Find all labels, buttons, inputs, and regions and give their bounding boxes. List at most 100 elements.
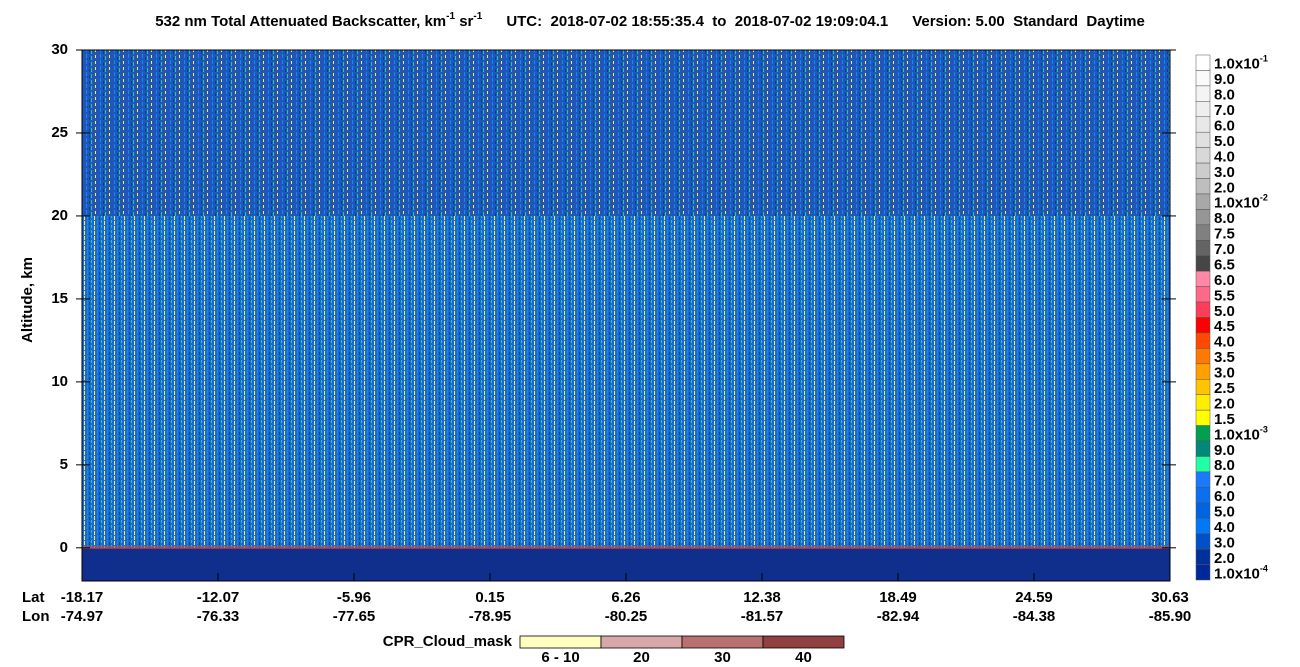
colorbar-label-text: 5.0 xyxy=(1214,133,1235,150)
colorbar-label-text: 9.0 xyxy=(1214,442,1235,459)
colorbar-label: 6.5 xyxy=(1214,256,1235,273)
cpr-legend-title: CPR_Cloud_mask xyxy=(383,633,513,650)
colorbar-label: 4.0 xyxy=(1214,334,1235,351)
colorbar-cell xyxy=(1195,209,1211,226)
colorbar-label: 1.0x10-1 xyxy=(1214,54,1268,73)
lat-tick-label: 6.26 xyxy=(611,589,640,606)
colorbar-cell xyxy=(1195,147,1211,164)
colorbar-label-text: 8.0 xyxy=(1214,457,1235,474)
chart-title: 532 nm Total Attenuated Backscatter, km-… xyxy=(155,11,1145,30)
colorbar-label-text: 2.0 xyxy=(1214,550,1235,567)
colorbar-label: 7.5 xyxy=(1214,226,1235,243)
colorbar-label-text: 4.5 xyxy=(1214,318,1235,335)
colorbar-cell xyxy=(1195,471,1211,488)
lon-tick-label: -84.38 xyxy=(1013,608,1056,625)
colorbar-label: 1.5 xyxy=(1214,411,1235,428)
colorbar-label: 3.0 xyxy=(1214,164,1235,181)
colorbar-cell xyxy=(1195,131,1211,148)
lat-tick-label: -12.07 xyxy=(197,589,240,606)
colorbar-label: 2.0 xyxy=(1214,179,1235,196)
y-tick-label: 20 xyxy=(51,207,68,224)
colorbar-cell xyxy=(1195,240,1211,256)
colorbar-cell xyxy=(1195,270,1211,287)
colorbar-cell xyxy=(1195,348,1211,365)
lon-tick-label: -80.25 xyxy=(605,608,648,625)
cpr-legend-box xyxy=(762,635,845,649)
colorbar-cell xyxy=(1195,101,1211,118)
colorbar-cell xyxy=(1195,54,1211,71)
lon-tick-label: -81.57 xyxy=(741,608,784,625)
lat-header: Lat xyxy=(22,589,45,606)
colorbar-label-text: 4.0 xyxy=(1214,334,1235,351)
colorbar-label: 6.0 xyxy=(1214,488,1235,505)
lon-tick-label: -85.90 xyxy=(1149,608,1192,625)
colorbar-label-exp: -2 xyxy=(1260,193,1268,203)
colorbar-label-text: 5.0 xyxy=(1214,503,1235,520)
y-axis-label: Altitude, km xyxy=(19,257,36,343)
colorbar-label: 5.0 xyxy=(1214,503,1235,520)
colorbar-label-text: 5.5 xyxy=(1214,287,1235,304)
lat-tick-label: 0.15 xyxy=(475,589,504,606)
colorbar-label: 6.0 xyxy=(1214,272,1235,289)
colorbar-label: 1.0x10-3 xyxy=(1214,425,1268,444)
title-part: 532 nm Total Attenuated Backscatter, km xyxy=(155,13,446,30)
colorbar-label-text: 8.0 xyxy=(1214,87,1235,104)
colorbar-cell xyxy=(1195,301,1211,318)
lat-tick-label: 18.49 xyxy=(879,589,917,606)
colorbar-cell xyxy=(1195,564,1211,581)
colorbar-cell xyxy=(1195,409,1211,426)
colorbar-label: 1.0x10-4 xyxy=(1214,564,1268,583)
colorbar-label-text: 1.0x10 xyxy=(1214,56,1260,73)
colorbar-label: 4.0 xyxy=(1214,519,1235,536)
colorbar-cell xyxy=(1195,162,1211,179)
y-tick-label: 0 xyxy=(60,539,68,556)
colorbar-label: 7.0 xyxy=(1214,473,1235,490)
colorbar-label-text: 7.0 xyxy=(1214,473,1235,490)
colorbar-label-text: 6.5 xyxy=(1214,256,1235,273)
colorbar-label: 2.5 xyxy=(1214,380,1235,397)
colorbar-label-text: 9.0 xyxy=(1214,71,1235,88)
title-part: sr xyxy=(455,13,474,30)
cpr-legend-box xyxy=(519,635,602,649)
lat-tick-label: -5.96 xyxy=(337,589,371,606)
title-version: Version: 5.00 Standard Daytime xyxy=(912,13,1145,30)
colorbar-label-text: 3.0 xyxy=(1214,164,1235,181)
colorbar-label-text: 3.5 xyxy=(1214,349,1235,366)
colorbar-label: 2.0 xyxy=(1214,550,1235,567)
colorbar-cell xyxy=(1195,255,1211,272)
lon-tick-label: -78.95 xyxy=(469,608,512,625)
colorbar-label: 7.0 xyxy=(1214,241,1235,258)
colorbar-label: 7.0 xyxy=(1214,102,1235,119)
colorbar-label: 5.5 xyxy=(1214,287,1235,304)
colorbar-cell xyxy=(1195,533,1211,550)
colorbar-cell xyxy=(1195,487,1211,504)
colorbar-label-text: 1.0x10 xyxy=(1214,426,1260,443)
y-tick-label: 30 xyxy=(51,41,68,58)
colorbar-label-text: 6.0 xyxy=(1214,488,1235,505)
title-part: -1 xyxy=(446,11,455,22)
cpr-legend-box xyxy=(681,635,764,649)
colorbar-cell xyxy=(1195,70,1211,87)
colorbar-label: 5.0 xyxy=(1214,303,1235,320)
lon-tick-label: -74.97 xyxy=(61,608,104,625)
colorbar-label-exp: -3 xyxy=(1260,425,1268,435)
colorbar-label-text: 8.0 xyxy=(1214,210,1235,227)
lon-tick-label: -76.33 xyxy=(197,608,240,625)
cpr-legend-label: 6 - 10 xyxy=(541,649,579,666)
colorbar-cell xyxy=(1195,394,1211,411)
colorbar-cell xyxy=(1195,116,1211,133)
colorbar-label: 8.0 xyxy=(1214,87,1235,104)
colorbar-label: 8.0 xyxy=(1214,210,1235,227)
colorbar-cell xyxy=(1195,502,1211,519)
colorbar-label-text: 6.0 xyxy=(1214,272,1235,289)
y-tick-label: 15 xyxy=(51,290,68,307)
colorbar-label-text: 1.0x10 xyxy=(1214,195,1260,212)
colorbar-label-text: 2.5 xyxy=(1214,380,1235,397)
colorbar-label-text: 4.0 xyxy=(1214,148,1235,165)
colorbar-cell xyxy=(1195,456,1211,473)
colorbar-label: 3.0 xyxy=(1214,365,1235,382)
colorbar-cell xyxy=(1195,517,1211,534)
lon-tick-label: -82.94 xyxy=(877,608,920,625)
colorbar-label-exp: -4 xyxy=(1260,564,1268,574)
